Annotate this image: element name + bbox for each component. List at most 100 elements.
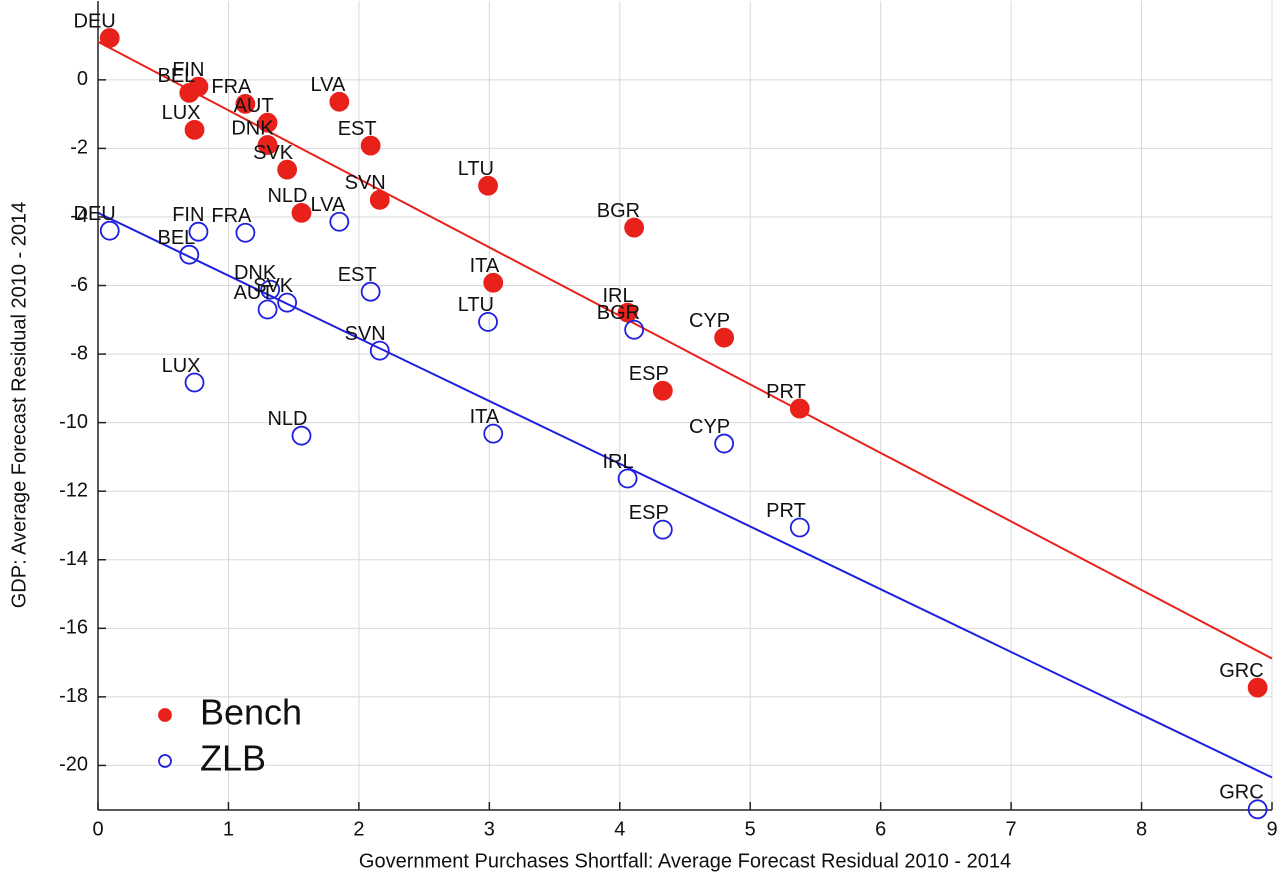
y-axis-label: GDP: Average Forecast Residual 2010 - 20… xyxy=(8,202,30,609)
point-label: AUT xyxy=(234,95,274,117)
y-tick-label: -16 xyxy=(59,617,88,639)
x-tick-label: 3 xyxy=(484,818,495,840)
fit-line xyxy=(97,40,1273,660)
point-label: DNK xyxy=(231,117,274,139)
point xyxy=(652,519,673,540)
point-label: EST xyxy=(338,118,377,140)
x-tick-label: 0 xyxy=(92,818,103,840)
point xyxy=(235,222,256,243)
point-label: IRL xyxy=(602,451,633,473)
point-label: FRA xyxy=(211,76,252,98)
point-label: ITA xyxy=(470,255,500,277)
x-tick-label: 6 xyxy=(875,818,886,840)
x-axis-label: Government Purchases Shortfall: Average … xyxy=(359,850,1011,872)
point xyxy=(99,28,120,48)
point xyxy=(1247,799,1268,820)
point xyxy=(1247,677,1268,698)
point xyxy=(329,91,350,112)
point xyxy=(235,93,256,114)
point xyxy=(257,112,278,133)
point xyxy=(624,319,645,340)
point xyxy=(179,82,200,103)
point xyxy=(369,340,390,361)
point-label: PRT xyxy=(766,381,806,403)
point xyxy=(617,468,638,489)
point-label: CYP xyxy=(689,310,730,332)
y-tick-label: -10 xyxy=(59,411,88,433)
point xyxy=(483,423,504,444)
point xyxy=(291,202,312,223)
y-tick-label: -18 xyxy=(59,685,88,707)
x-tick-label: 1 xyxy=(223,818,234,840)
point-label: LUX xyxy=(162,355,201,377)
x-tick-label: 5 xyxy=(745,818,756,840)
point-label: DNK xyxy=(234,262,277,284)
legend-label: ZLB xyxy=(200,738,266,779)
point-label: SVK xyxy=(253,275,294,297)
point xyxy=(789,517,810,538)
point-label: FRA xyxy=(211,205,252,227)
point xyxy=(277,292,298,313)
point-label: BEL xyxy=(157,227,195,249)
point-label: PRT xyxy=(766,500,806,522)
point-label: GRC xyxy=(1219,660,1263,682)
legend-label: Bench xyxy=(200,692,302,733)
point-label: LVA xyxy=(310,74,345,96)
point-label: LVA xyxy=(310,194,345,216)
y-tick-label: -4 xyxy=(70,205,88,227)
point-label: SVN xyxy=(345,172,386,194)
x-tick-label: 8 xyxy=(1136,818,1147,840)
point-label: BGR xyxy=(597,302,640,324)
point-label: DEU xyxy=(74,10,116,32)
point-label: ESP xyxy=(629,502,669,524)
point xyxy=(624,217,645,238)
point-label: ESP xyxy=(629,363,669,385)
fit-line xyxy=(97,211,1273,779)
point xyxy=(617,302,638,323)
point-label: FIN xyxy=(172,59,204,81)
point xyxy=(184,372,205,393)
point-label: NLD xyxy=(267,185,307,207)
legend-marker xyxy=(158,754,172,768)
point xyxy=(369,189,390,210)
y-tick-label: -20 xyxy=(59,754,88,776)
point xyxy=(714,433,735,454)
point xyxy=(179,244,200,265)
x-tick-label: 9 xyxy=(1266,818,1277,840)
point xyxy=(99,220,120,241)
point-label: BGR xyxy=(597,200,640,222)
y-tick-label: 0 xyxy=(77,68,88,90)
x-tick-label: 4 xyxy=(614,818,625,840)
point xyxy=(184,119,205,140)
legend-marker xyxy=(158,708,172,722)
point-label: ITA xyxy=(470,406,500,428)
point-label: NLD xyxy=(267,408,307,430)
point xyxy=(652,380,673,401)
point xyxy=(260,279,281,300)
point xyxy=(478,311,498,332)
x-tick-label: 2 xyxy=(353,818,364,840)
point xyxy=(257,299,278,320)
point-label: LTU xyxy=(458,158,494,180)
point xyxy=(360,135,381,156)
y-tick-label: -14 xyxy=(59,548,88,570)
point xyxy=(483,272,504,293)
point xyxy=(329,211,350,232)
y-tick-label: -2 xyxy=(70,137,88,159)
point xyxy=(478,175,498,196)
point xyxy=(789,398,810,419)
point-label: SVK xyxy=(253,142,294,164)
point-label: IRL xyxy=(602,285,633,307)
point-label: AUT xyxy=(234,282,274,304)
point-label: FIN xyxy=(172,204,204,226)
point-label: EST xyxy=(338,264,377,286)
point-label: CYP xyxy=(689,416,730,438)
point xyxy=(257,135,278,155)
point xyxy=(291,425,312,446)
point-label: DEU xyxy=(74,203,116,225)
point xyxy=(277,159,298,180)
point-label: LUX xyxy=(162,102,201,124)
point xyxy=(360,281,381,302)
y-tick-label: -12 xyxy=(59,479,88,501)
